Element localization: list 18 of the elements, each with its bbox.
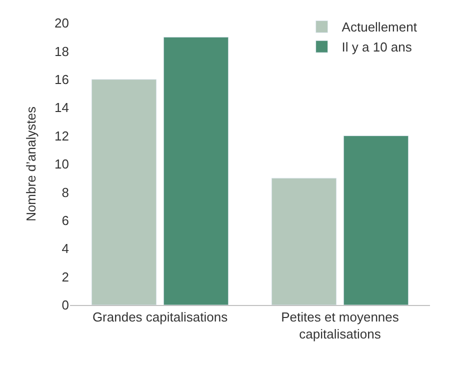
bar — [163, 36, 229, 305]
y-tick-label: 6 — [62, 212, 69, 228]
y-tick-label: 10 — [54, 156, 69, 172]
y-tick-label: 18 — [54, 44, 69, 59]
y-tick-label: 4 — [62, 241, 69, 256]
y-tick-label: 16 — [54, 72, 69, 87]
y-tick-label: 14 — [54, 100, 69, 116]
y-tick-label: 20 — [54, 16, 69, 31]
legend-label: Actuellement — [342, 20, 418, 35]
y-tick-label: 2 — [62, 269, 69, 284]
x-tick-label: Petites et moyennes capitalisations — [281, 310, 400, 342]
y-tick-label: 12 — [54, 128, 69, 144]
y-tick-label: 0 — [62, 298, 69, 313]
y-tick-label: 8 — [62, 184, 69, 200]
bar — [343, 136, 409, 305]
x-tick-label: Grandes capitalisations — [92, 310, 228, 325]
y-axis-title: Nombre d’analystes — [23, 106, 38, 222]
legend-label: Il y a 10 ans — [342, 40, 412, 55]
